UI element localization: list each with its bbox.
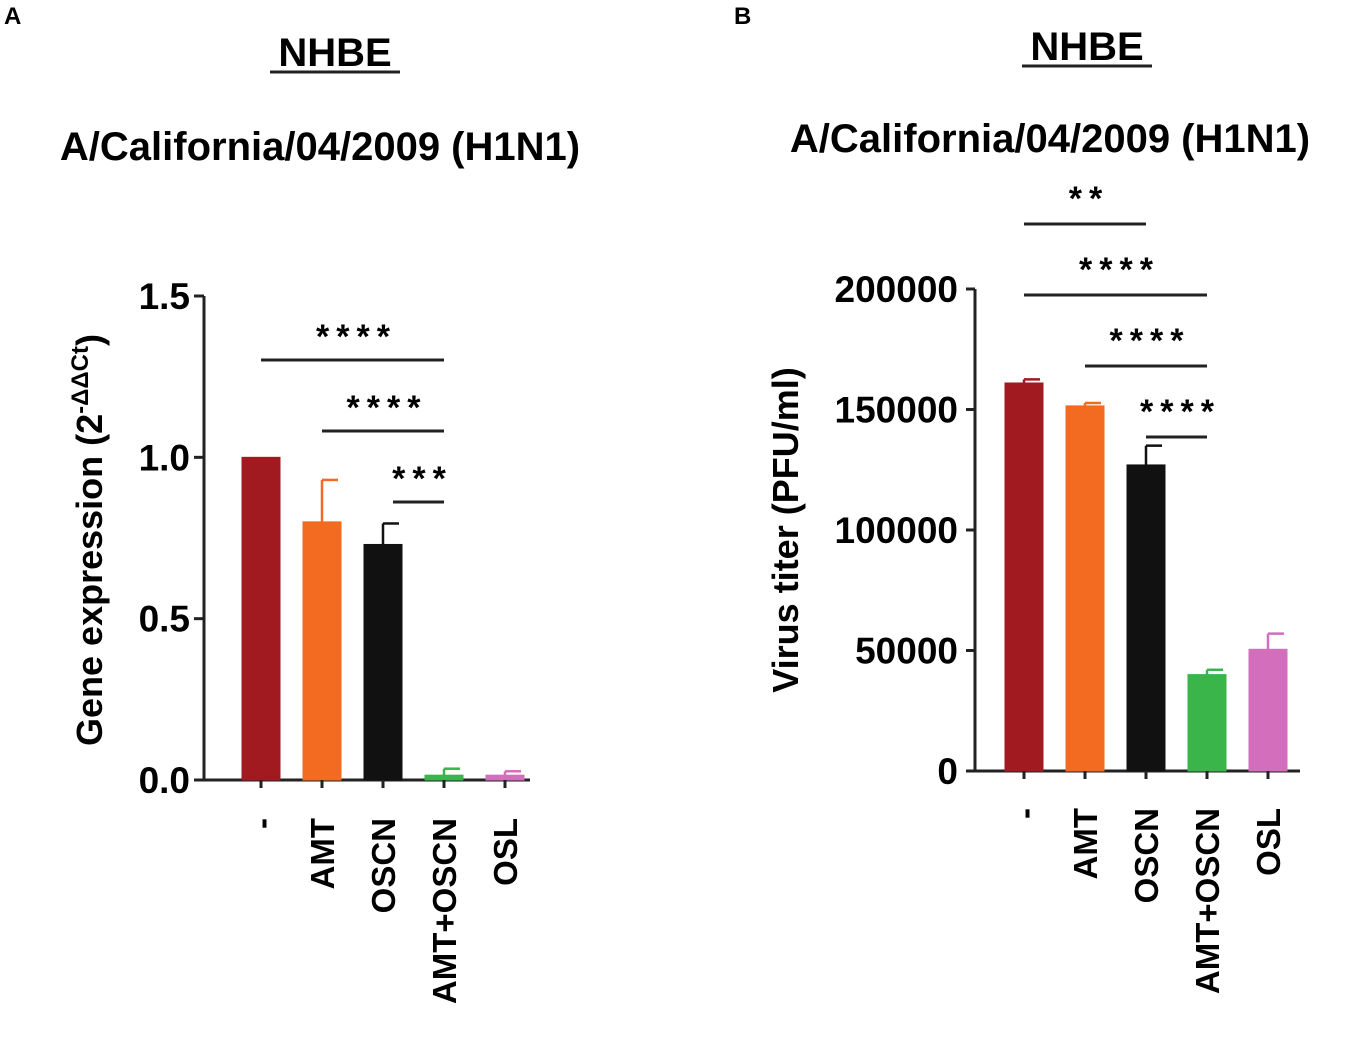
panel-b-bar <box>1065 405 1105 772</box>
panel-a-heading: NHBE <box>278 31 391 75</box>
panel-b-significance-stars: **** <box>1140 393 1221 431</box>
panel-a-y-axis-label-main: Gene expression (2 <box>69 414 110 746</box>
panel-b-category-label: OSCN <box>1128 808 1165 903</box>
panel-b-bar <box>1187 674 1227 772</box>
panel-b-significance-stars: **** <box>1079 251 1160 289</box>
panel-a-bar <box>363 543 403 781</box>
panel-a-y-tick-label: 1.5 <box>139 276 190 317</box>
panel-b-subheading: A/California/04/2009 (H1N1) <box>790 117 1310 161</box>
panel-b-chart: 0 50000 100000 150000 200000 - AMT OSCN AMT+OSCN… <box>835 180 1300 994</box>
panel-a-category-label: AMT+OSCN <box>426 818 463 1004</box>
panel-a-bar <box>485 774 525 781</box>
panel-a-y-axis-label: Gene expression (2-ΔΔCt) <box>67 334 110 746</box>
panel-b-bar <box>1004 382 1044 772</box>
panel-a-category-label: OSL <box>487 818 524 886</box>
panel-a-y-axis-label-sup: -ΔΔCt <box>67 346 94 414</box>
panel-a-category-label: OSCN <box>365 818 402 913</box>
panel-a-bar <box>241 456 281 781</box>
panel-b-significance-stars: ** <box>1069 180 1109 218</box>
panel-a-category-label: AMT <box>304 818 341 889</box>
panel-a-bar <box>424 774 464 781</box>
panel-b-category-label: OSL <box>1250 808 1287 876</box>
panel-b-significance-stars: **** <box>1110 322 1191 360</box>
panel-a-y-axis-label-close: ) <box>69 334 110 346</box>
panel-b-bar <box>1126 464 1166 772</box>
panel-b-heading: NHBE <box>1030 25 1143 69</box>
panel-a-y-tick-label: 1.0 <box>139 437 190 478</box>
panel-b-letter: B <box>734 3 751 30</box>
panel-b-y-tick-label: 200000 <box>835 269 958 310</box>
panel-b-y-axis-label: Virus titer (PFU/ml) <box>765 367 806 692</box>
panel-a-significance-stars: *** <box>392 460 453 498</box>
panel-a-significance-stars: **** <box>347 389 428 427</box>
panel-a: A NHBE A/California/04/2009 (H1N1) Gene … <box>4 3 580 1004</box>
panel-b-category-label: AMT <box>1067 808 1104 879</box>
panel-a-bar <box>302 521 342 781</box>
panel-a-chart: 0.00.51.01.5- AMT OSCN AMT+OSCN OSL*********… <box>139 276 530 1004</box>
panel-b-y-tick-label: 0 <box>937 751 958 792</box>
panel-b-y-tick-label: 150000 <box>835 390 958 431</box>
panel-a-significance-stars: **** <box>316 318 397 356</box>
panel-b: B NHBE A/California/04/2009 (H1N1) Virus… <box>734 3 1310 994</box>
panel-a-y-tick-label: 0.5 <box>139 599 190 640</box>
panel-b-y-tick-label: 100000 <box>835 510 958 551</box>
panel-a-y-tick-label: 0.0 <box>139 760 190 801</box>
panel-b-y-tick-label: 50000 <box>855 631 958 672</box>
panel-b-category-label: AMT+OSCN <box>1189 808 1226 994</box>
panel-b-category-label: - <box>1006 808 1043 819</box>
panel-a-category-label: - <box>243 818 280 829</box>
panel-a-subheading: A/California/04/2009 (H1N1) <box>60 125 580 169</box>
panel-a-letter: A <box>4 3 21 30</box>
panel-b-bar <box>1248 648 1288 772</box>
